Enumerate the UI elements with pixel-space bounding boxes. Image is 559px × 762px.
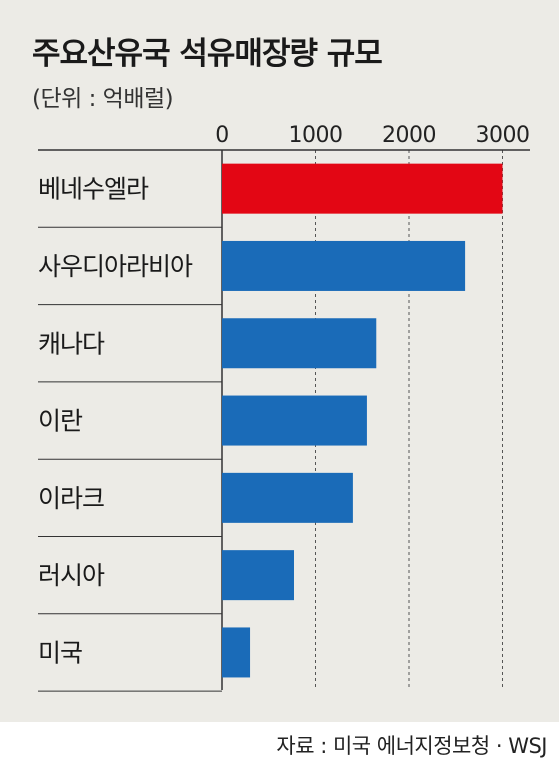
bar-series bbox=[222, 318, 377, 369]
bar-series bbox=[222, 550, 294, 601]
category-label: 캐나다 bbox=[38, 329, 105, 358]
category-label: 미국 bbox=[38, 638, 82, 667]
x-tick-label: 0 bbox=[215, 123, 229, 148]
bar-series bbox=[222, 395, 367, 446]
x-tick-label: 3000 bbox=[476, 123, 530, 148]
bar-series bbox=[222, 472, 353, 523]
bar-series bbox=[222, 627, 251, 678]
x-tick-label: 2000 bbox=[382, 123, 436, 148]
x-tick-label: 1000 bbox=[289, 123, 343, 148]
category-label: 이란 bbox=[38, 407, 83, 436]
bar-series bbox=[222, 240, 466, 291]
chart-title: 주요산유국 석유매장량 규모 bbox=[32, 36, 383, 72]
category-label: 이라크 bbox=[38, 484, 104, 513]
bar-highlight bbox=[222, 163, 503, 214]
source-credit: 자료 : 미국 에너지정보청 · WSJ bbox=[276, 734, 547, 758]
category-label: 베네수엘라 bbox=[38, 175, 149, 204]
category-label: 사우디아라비아 bbox=[38, 252, 193, 281]
category-label: 러시아 bbox=[38, 561, 105, 590]
unit-label: (단위 : 억배럴) bbox=[32, 86, 174, 112]
